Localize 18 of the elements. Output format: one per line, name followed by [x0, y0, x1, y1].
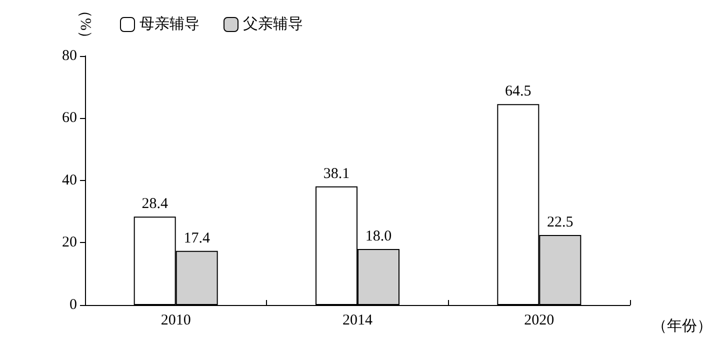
legend-label: 母亲辅导 [140, 16, 200, 32]
data-label: 18.0 [365, 228, 392, 244]
legend-label: 父亲辅导 [243, 16, 303, 32]
data-label: 28.4 [142, 196, 168, 212]
data-label: 38.1 [323, 166, 350, 182]
x-tick-label: 2014 [342, 312, 373, 328]
y-tick-label: 80 [62, 48, 77, 64]
data-label: 17.4 [184, 230, 210, 246]
data-label: 64.5 [505, 84, 532, 100]
x-tick-label: 2010 [160, 312, 191, 328]
data-label: 22.5 [547, 214, 574, 230]
x-axis-title: （年份） [652, 318, 712, 334]
y-tick-label: 40 [62, 172, 77, 188]
y-tick-label: 60 [62, 110, 77, 126]
y-tick-label: 20 [62, 234, 77, 251]
x-tick-label: 2020 [524, 312, 554, 328]
y-tick-label: 0 [70, 297, 77, 313]
y-axis-title: （%） [77, 3, 93, 46]
